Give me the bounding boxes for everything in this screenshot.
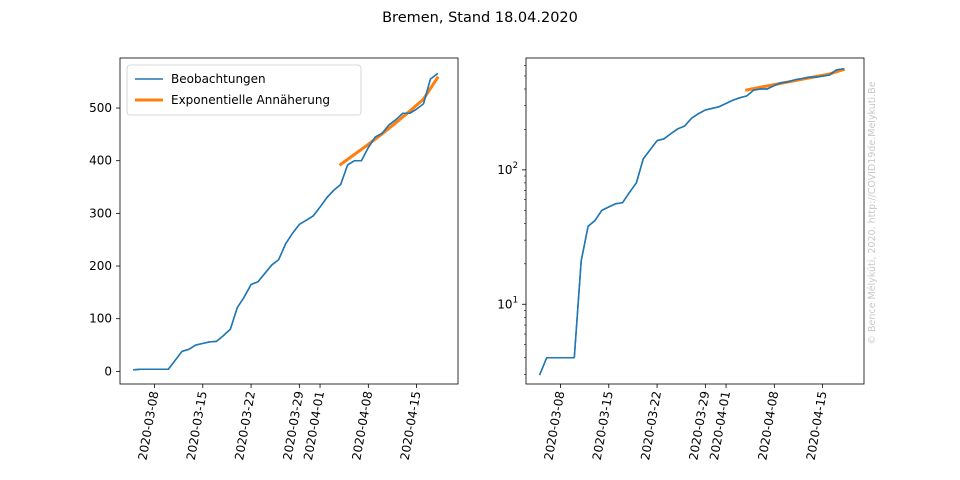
y-tick-label: 400: [89, 154, 112, 168]
axes-frame: [525, 57, 865, 385]
y-tick-label: 300: [89, 206, 112, 220]
series-line-exponentielle-annaeherung: [744, 67, 846, 92]
figure-title: Bremen, Stand 18.04.2020: [382, 10, 578, 26]
y-tick-label: 101: [497, 295, 518, 311]
y-tick-label: 100: [89, 312, 112, 326]
series-line-beobachtungen-top: [539, 68, 844, 375]
legend-label: Exponentielle Annäherung: [171, 93, 330, 107]
watermark: © Bence Mélykúti, 2020. http://COVID19de…: [867, 81, 878, 344]
legend-box: [126, 64, 362, 116]
legend-label: Beobachtungen: [171, 72, 266, 86]
y-tick-label: 0: [104, 364, 112, 378]
y-tick-label: 102: [497, 161, 518, 177]
series-line-beobachtungen-top: [133, 73, 438, 371]
legend: Beobachtungen Exponentielle Annäherung: [126, 64, 362, 116]
y-tick-label: 500: [89, 101, 112, 115]
series-line-exponentielle-annaeherung: [338, 75, 440, 167]
axes-frame: [119, 57, 459, 385]
y-tick-label: 200: [89, 259, 112, 273]
